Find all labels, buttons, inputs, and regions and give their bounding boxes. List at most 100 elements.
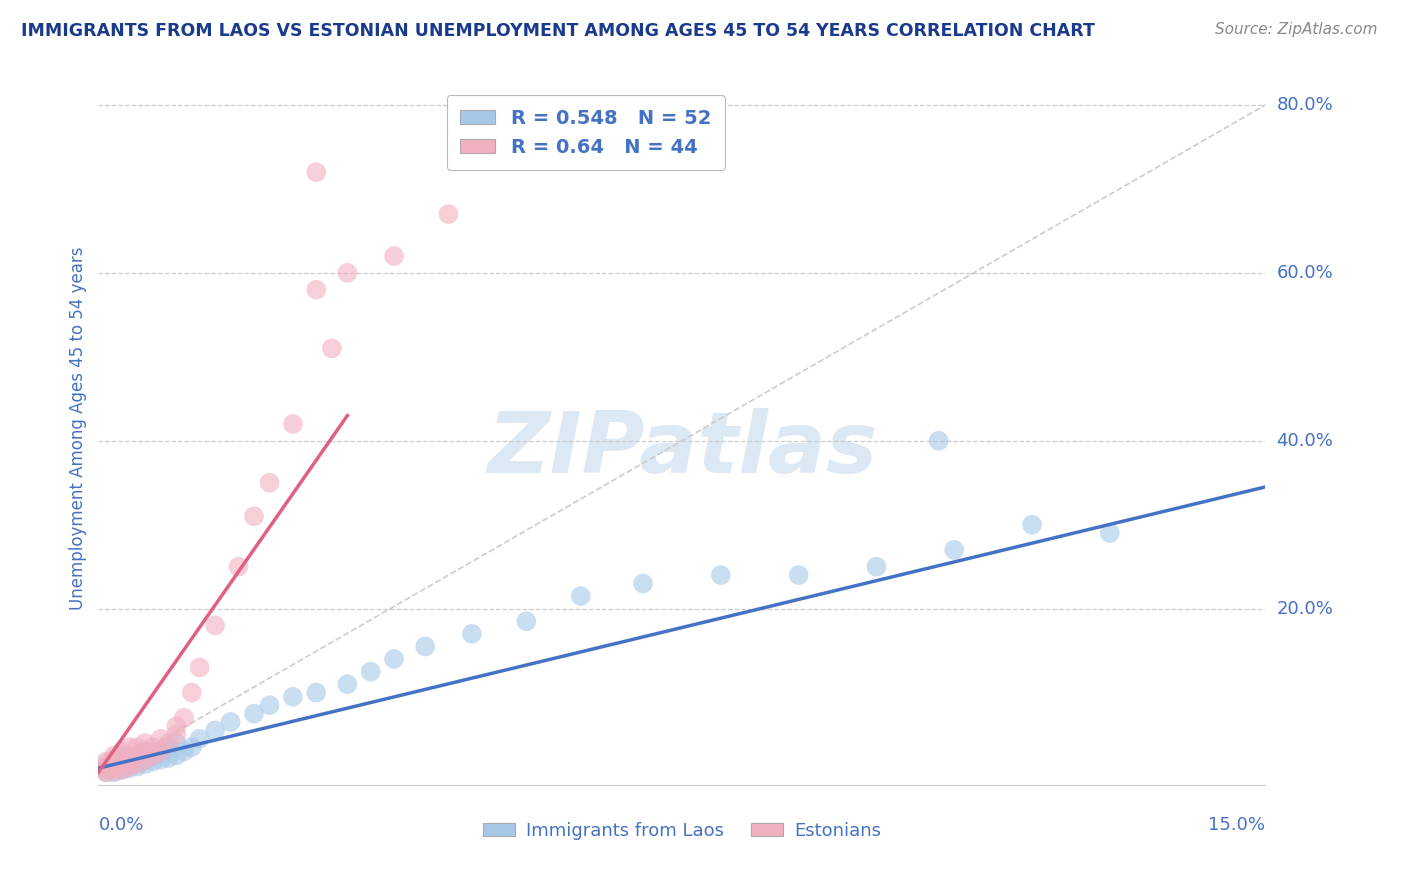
Point bbox=[787, 568, 810, 582]
Point bbox=[281, 690, 304, 704]
Point bbox=[243, 509, 266, 524]
Point bbox=[142, 755, 165, 769]
Text: 80.0%: 80.0% bbox=[1277, 96, 1333, 114]
Point bbox=[96, 765, 118, 780]
Point bbox=[1098, 526, 1121, 541]
Point bbox=[928, 434, 950, 448]
Point bbox=[204, 723, 226, 738]
Point bbox=[461, 627, 484, 641]
Point bbox=[118, 748, 141, 763]
Point bbox=[134, 753, 156, 767]
Point bbox=[569, 589, 592, 603]
Point bbox=[865, 559, 887, 574]
Point bbox=[515, 614, 537, 628]
Point bbox=[259, 698, 281, 713]
Point bbox=[413, 640, 436, 654]
Point bbox=[111, 755, 134, 769]
Point bbox=[111, 763, 134, 777]
Text: 40.0%: 40.0% bbox=[1277, 432, 1333, 450]
Point bbox=[134, 756, 156, 771]
Point bbox=[305, 685, 328, 699]
Point bbox=[259, 475, 281, 490]
Point bbox=[360, 665, 382, 679]
Point bbox=[943, 542, 966, 557]
Point bbox=[157, 736, 180, 750]
Point bbox=[188, 660, 211, 674]
Point bbox=[173, 711, 195, 725]
Point bbox=[96, 761, 118, 775]
Point bbox=[103, 748, 125, 763]
Point bbox=[188, 731, 211, 746]
Point bbox=[382, 249, 405, 263]
Text: ZIPatlas: ZIPatlas bbox=[486, 408, 877, 491]
Point bbox=[142, 748, 165, 763]
Point bbox=[118, 740, 141, 755]
Point bbox=[336, 266, 359, 280]
Point bbox=[149, 753, 172, 767]
Point bbox=[103, 753, 125, 767]
Point bbox=[142, 748, 165, 763]
Point bbox=[134, 744, 156, 758]
Point bbox=[111, 756, 134, 771]
Point bbox=[204, 618, 226, 632]
Point bbox=[149, 731, 172, 746]
Point bbox=[219, 714, 242, 729]
Point bbox=[103, 753, 125, 767]
Point bbox=[149, 744, 172, 758]
Point bbox=[127, 755, 149, 769]
Point bbox=[127, 740, 149, 755]
Point bbox=[1021, 517, 1043, 532]
Point bbox=[165, 728, 187, 742]
Point bbox=[118, 755, 141, 769]
Point bbox=[336, 677, 359, 691]
Point bbox=[228, 559, 250, 574]
Point bbox=[118, 756, 141, 771]
Point bbox=[103, 764, 125, 779]
Point bbox=[157, 740, 180, 755]
Point bbox=[631, 576, 654, 591]
Point bbox=[111, 748, 134, 763]
Point bbox=[382, 652, 405, 666]
Point bbox=[180, 740, 202, 755]
Point bbox=[127, 759, 149, 773]
Point bbox=[103, 756, 125, 771]
Point bbox=[157, 751, 180, 765]
Text: 15.0%: 15.0% bbox=[1208, 815, 1265, 833]
Point bbox=[96, 759, 118, 773]
Point bbox=[165, 748, 187, 763]
Point bbox=[111, 759, 134, 773]
Point bbox=[165, 719, 187, 733]
Point bbox=[134, 736, 156, 750]
Text: 20.0%: 20.0% bbox=[1277, 599, 1333, 617]
Point bbox=[134, 744, 156, 758]
Point bbox=[437, 207, 460, 221]
Point bbox=[118, 751, 141, 765]
Point bbox=[118, 761, 141, 775]
Point bbox=[127, 756, 149, 771]
Point bbox=[243, 706, 266, 721]
Point bbox=[103, 761, 125, 775]
Point bbox=[321, 342, 343, 356]
Point bbox=[305, 283, 328, 297]
Point bbox=[103, 765, 125, 780]
Point bbox=[180, 685, 202, 699]
Text: Source: ZipAtlas.com: Source: ZipAtlas.com bbox=[1215, 22, 1378, 37]
Point bbox=[710, 568, 733, 582]
Text: 0.0%: 0.0% bbox=[98, 815, 143, 833]
Legend: Immigrants from Laos, Estonians: Immigrants from Laos, Estonians bbox=[475, 815, 889, 847]
Point bbox=[96, 765, 118, 780]
Point bbox=[165, 736, 187, 750]
Y-axis label: Unemployment Among Ages 45 to 54 years: Unemployment Among Ages 45 to 54 years bbox=[69, 246, 87, 610]
Point bbox=[281, 417, 304, 431]
Point bbox=[149, 744, 172, 758]
Point bbox=[96, 755, 118, 769]
Point bbox=[96, 763, 118, 777]
Point bbox=[103, 756, 125, 771]
Point bbox=[134, 753, 156, 767]
Point bbox=[127, 748, 149, 763]
Point bbox=[305, 165, 328, 179]
Point bbox=[127, 748, 149, 763]
Point bbox=[103, 761, 125, 775]
Text: IMMIGRANTS FROM LAOS VS ESTONIAN UNEMPLOYMENT AMONG AGES 45 TO 54 YEARS CORRELAT: IMMIGRANTS FROM LAOS VS ESTONIAN UNEMPLO… bbox=[21, 22, 1095, 40]
Text: 60.0%: 60.0% bbox=[1277, 264, 1333, 282]
